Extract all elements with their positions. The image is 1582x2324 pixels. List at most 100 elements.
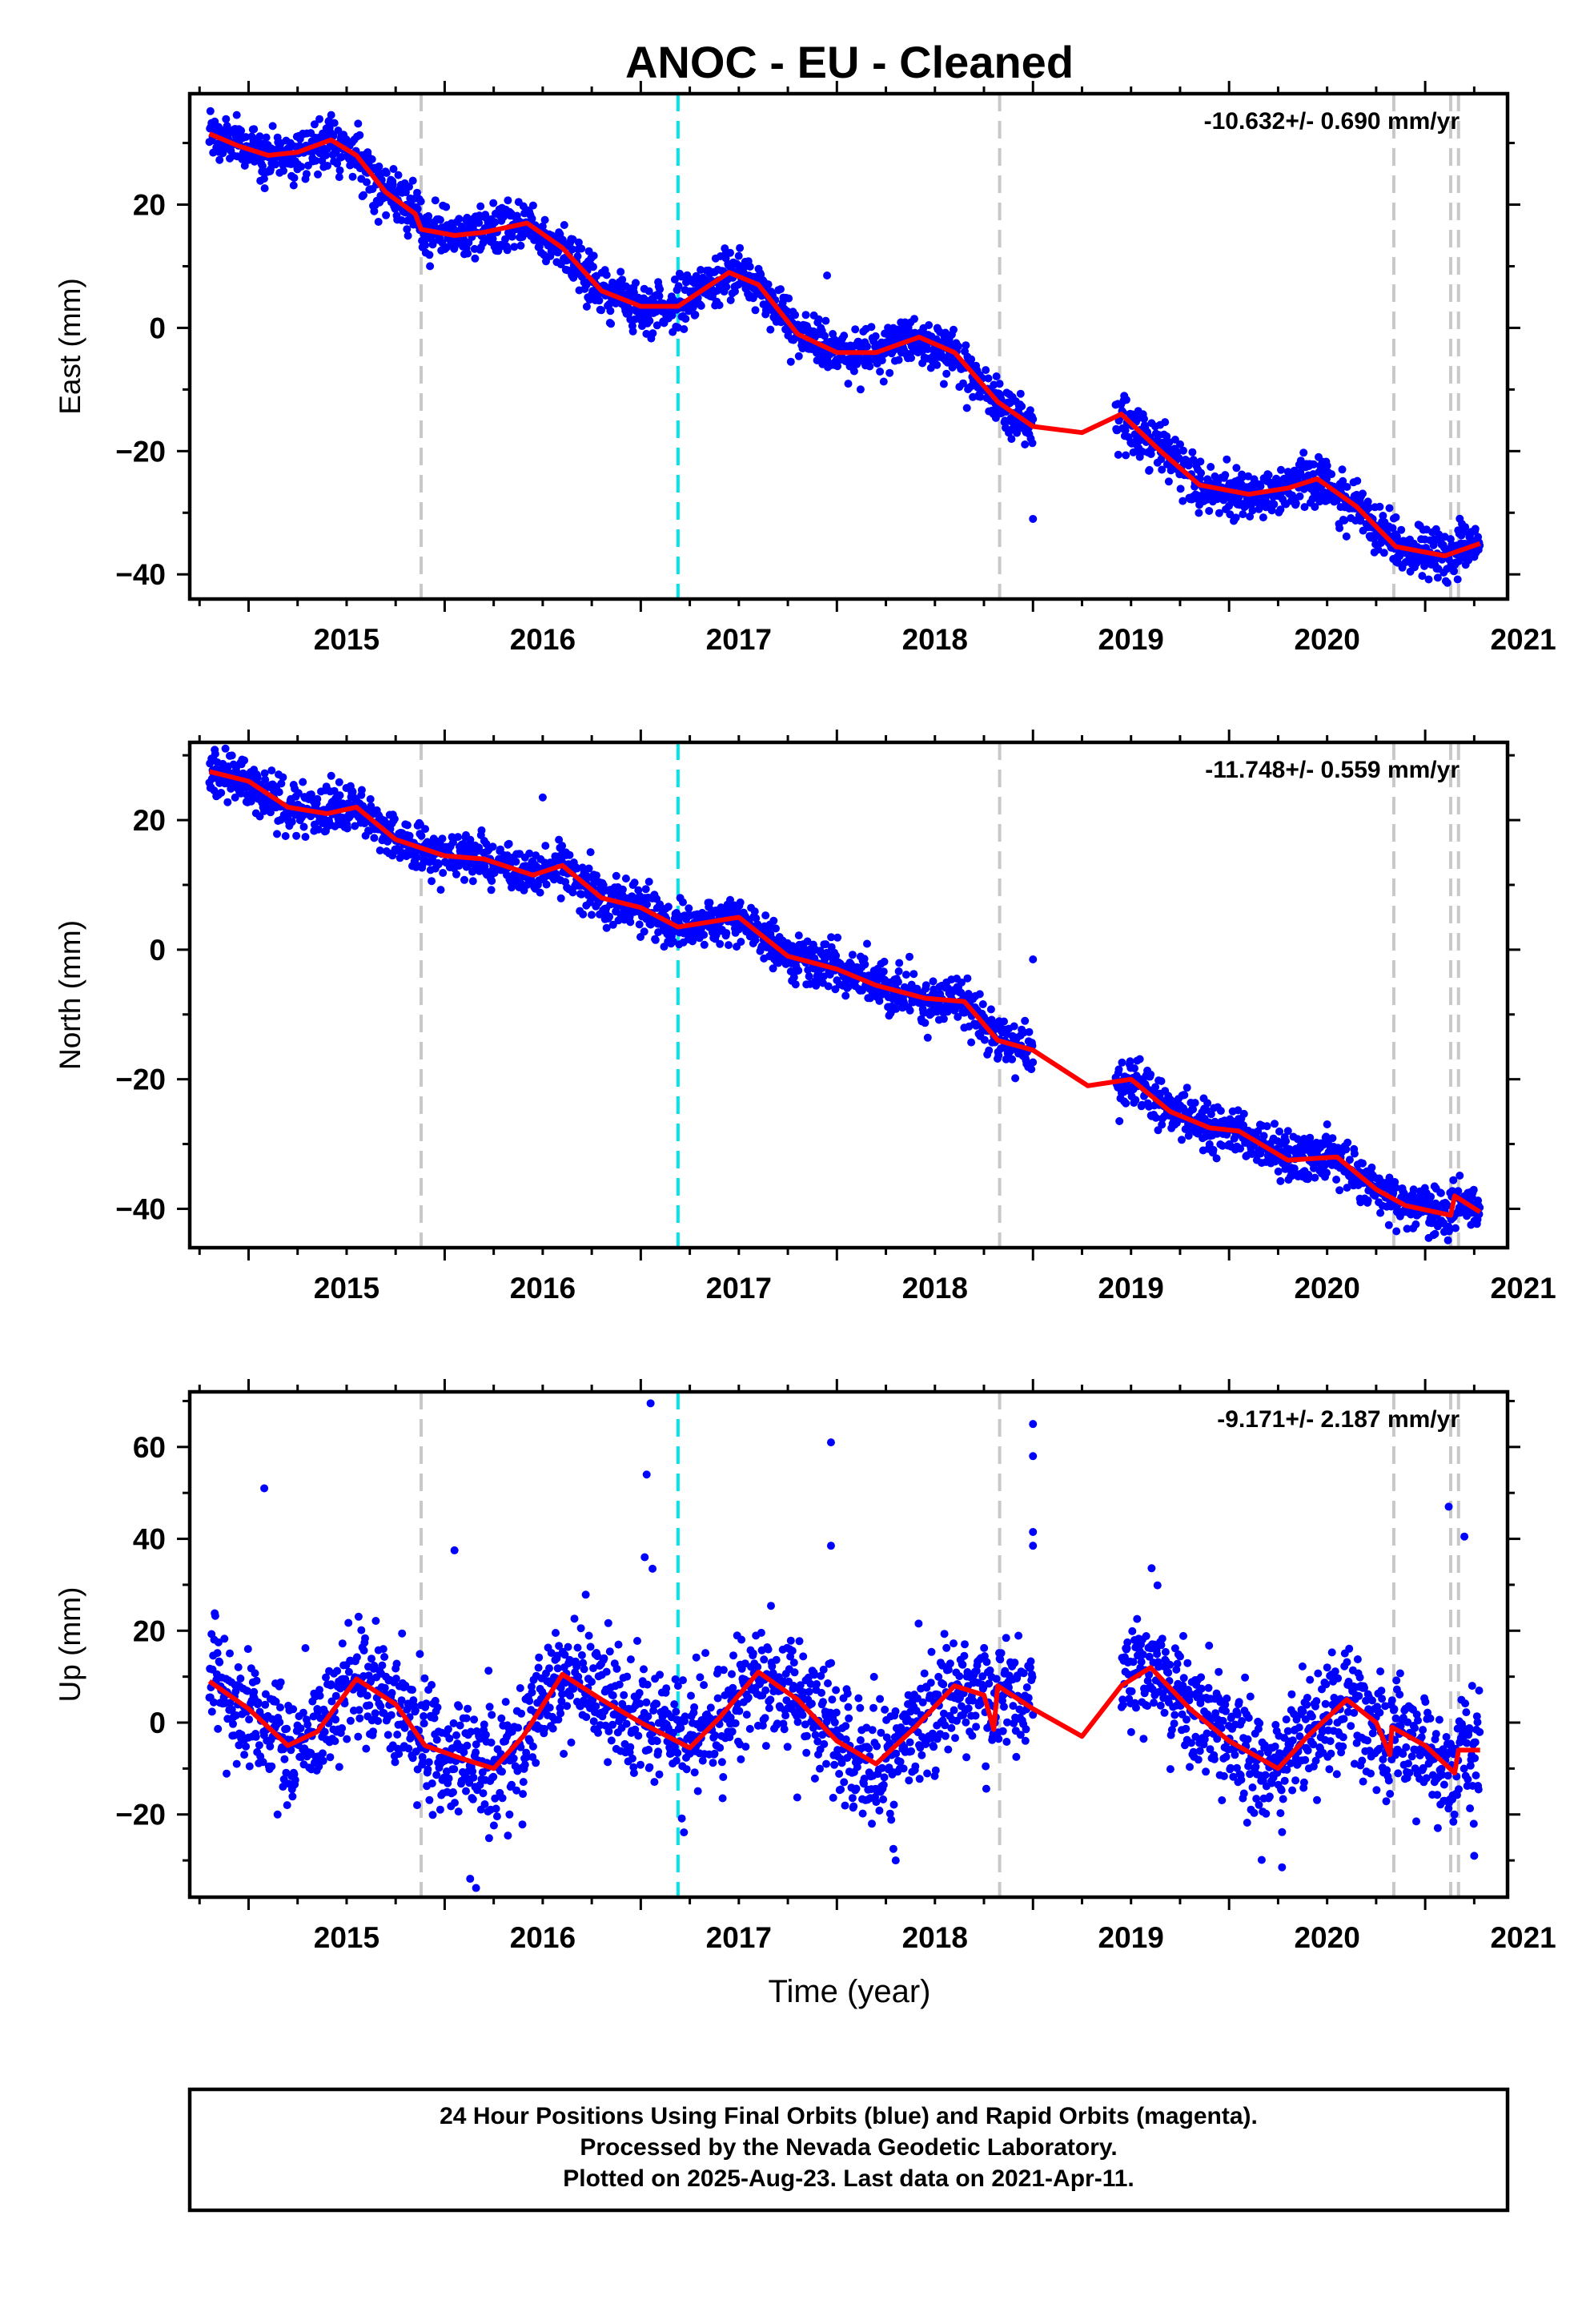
data-point bbox=[1342, 1145, 1351, 1154]
data-point bbox=[1027, 1065, 1036, 1074]
data-point bbox=[266, 808, 275, 817]
data-point bbox=[335, 1763, 343, 1771]
data-point bbox=[348, 787, 357, 796]
data-point bbox=[791, 311, 800, 320]
data-point bbox=[232, 1759, 241, 1768]
data-point bbox=[618, 275, 627, 284]
data-point bbox=[700, 931, 709, 939]
data-point bbox=[348, 172, 357, 181]
data-point bbox=[645, 316, 654, 325]
data-point bbox=[605, 300, 614, 308]
data-point bbox=[287, 818, 296, 826]
data-point bbox=[292, 831, 301, 840]
data-point bbox=[1345, 1156, 1354, 1164]
data-point bbox=[752, 914, 761, 923]
data-point bbox=[369, 1727, 377, 1736]
data-point bbox=[851, 325, 860, 334]
data-point bbox=[1283, 1127, 1292, 1136]
data-point bbox=[299, 822, 308, 831]
data-point bbox=[1272, 1156, 1280, 1164]
data-point bbox=[962, 341, 970, 350]
data-point bbox=[926, 364, 935, 372]
data-point bbox=[893, 978, 902, 987]
data-point bbox=[994, 1051, 1003, 1059]
data-point bbox=[1197, 468, 1206, 477]
data-point bbox=[1134, 414, 1142, 423]
data-point bbox=[1270, 500, 1279, 509]
data-point bbox=[403, 821, 412, 830]
data-point bbox=[455, 215, 464, 223]
data-point bbox=[294, 789, 303, 798]
y-tick-label: −20 bbox=[115, 435, 166, 468]
data-point bbox=[1018, 402, 1026, 411]
data-point bbox=[618, 885, 627, 894]
data-point bbox=[391, 1675, 400, 1683]
data-point bbox=[1256, 1149, 1265, 1158]
data-point bbox=[215, 155, 224, 164]
data-point bbox=[271, 160, 279, 169]
data-point bbox=[1007, 435, 1016, 444]
data-point bbox=[1385, 1173, 1394, 1182]
data-point bbox=[871, 332, 880, 340]
data-point bbox=[1409, 1185, 1418, 1194]
data-point bbox=[1450, 567, 1458, 576]
data-point bbox=[424, 211, 433, 220]
data-point bbox=[586, 848, 595, 857]
data-point bbox=[1254, 1127, 1263, 1136]
x-tick-label: 2015 bbox=[314, 1272, 379, 1305]
data-point bbox=[848, 951, 857, 959]
data-point bbox=[319, 1756, 327, 1765]
data-point bbox=[1176, 485, 1185, 493]
data-point bbox=[487, 886, 496, 895]
data-point bbox=[301, 1644, 310, 1652]
data-point bbox=[464, 249, 472, 258]
data-point bbox=[421, 241, 430, 250]
data-point bbox=[1191, 1099, 1199, 1108]
outlier-point bbox=[1029, 514, 1038, 523]
data-point bbox=[243, 1645, 252, 1654]
data-point bbox=[1323, 1120, 1331, 1128]
data-point bbox=[468, 877, 477, 886]
data-point bbox=[393, 1731, 402, 1739]
data-point bbox=[691, 311, 700, 319]
data-point bbox=[477, 826, 486, 834]
data-point bbox=[616, 267, 625, 276]
data-point bbox=[1223, 455, 1231, 464]
data-point bbox=[1259, 513, 1267, 522]
data-point bbox=[1328, 1134, 1337, 1143]
data-point bbox=[475, 219, 484, 227]
data-point bbox=[504, 196, 512, 205]
data-point bbox=[276, 1678, 285, 1687]
data-point bbox=[1264, 471, 1273, 480]
data-point bbox=[1311, 1173, 1319, 1182]
data-point bbox=[789, 973, 798, 982]
data-point bbox=[413, 188, 421, 197]
data-point bbox=[1180, 1091, 1189, 1100]
data-point bbox=[1343, 1138, 1352, 1147]
data-point bbox=[331, 1737, 339, 1746]
data-point bbox=[814, 315, 823, 324]
data-point bbox=[1256, 482, 1265, 491]
data-point bbox=[379, 1645, 387, 1654]
data-point bbox=[885, 368, 894, 377]
data-point bbox=[1135, 1055, 1144, 1063]
data-point bbox=[206, 107, 215, 115]
data-point bbox=[984, 374, 993, 383]
data-point bbox=[689, 304, 697, 312]
data-point bbox=[417, 831, 426, 840]
data-point bbox=[783, 307, 792, 316]
data-point bbox=[250, 1687, 259, 1696]
data-point bbox=[923, 1033, 932, 1042]
data-point bbox=[416, 197, 425, 206]
outlier-point bbox=[823, 271, 832, 280]
data-point bbox=[1205, 507, 1214, 515]
data-point bbox=[459, 839, 468, 848]
data-point bbox=[252, 1676, 261, 1685]
data-point bbox=[261, 775, 270, 784]
data-point bbox=[777, 285, 785, 294]
data-point bbox=[319, 1749, 327, 1758]
data-point bbox=[602, 923, 611, 932]
data-point bbox=[442, 203, 451, 211]
data-point bbox=[558, 842, 567, 850]
data-point bbox=[234, 1663, 243, 1671]
